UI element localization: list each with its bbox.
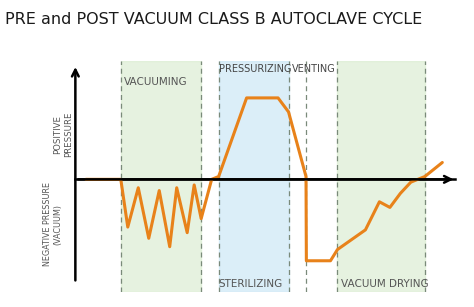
Text: PRESSURIZING: PRESSURIZING: [219, 64, 291, 74]
Text: PRE and POST VACUUM CLASS B AUTOCLAVE CYCLE: PRE and POST VACUUM CLASS B AUTOCLAVE CY…: [5, 12, 422, 27]
Bar: [219, 61, 289, 292]
Text: NEGATIVE PRESSURE
(VACUUM): NEGATIVE PRESSURE (VACUUM): [43, 182, 63, 266]
Bar: [121, 61, 201, 292]
Text: VACUUMING: VACUUMING: [124, 77, 188, 87]
Text: POSITIVE
PRESSURE: POSITIVE PRESSURE: [54, 112, 73, 157]
Text: STERILIZING: STERILIZING: [219, 279, 283, 289]
Text: VACUUM DRYING: VACUUM DRYING: [341, 279, 428, 289]
Bar: [337, 61, 425, 292]
Text: VENTING: VENTING: [292, 64, 336, 74]
